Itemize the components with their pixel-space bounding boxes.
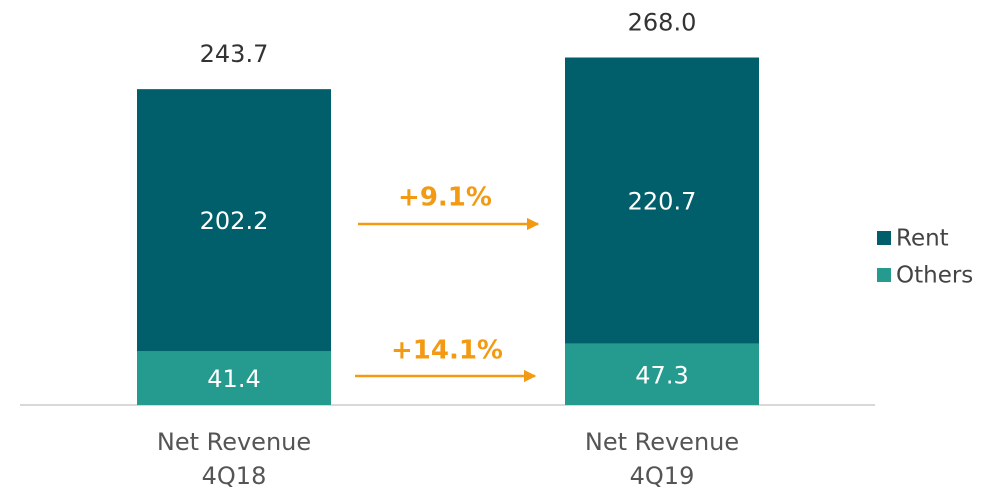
x-tick-label: Net Revenue: [585, 428, 739, 456]
total-label: 268.0: [628, 9, 697, 37]
annotation: +9.1%: [398, 183, 492, 213]
value-label: 220.7: [628, 188, 697, 216]
x-tick-label: 4Q19: [630, 462, 695, 489]
bar-segment: [137, 89, 331, 352]
annotation: +14.1%: [391, 336, 503, 366]
bar-segment: [137, 351, 331, 405]
legend-label: Others: [896, 263, 973, 289]
x-tick-label: Net Revenue: [157, 428, 311, 456]
legend-swatch: [877, 268, 891, 282]
x-tick-label: 4Q18: [202, 462, 267, 489]
bar-segment: [565, 343, 759, 405]
value-label: 41.4: [207, 365, 260, 393]
total-label: 243.7: [200, 40, 269, 68]
bar-segment: [565, 57, 759, 344]
legend-swatch: [877, 231, 891, 245]
value-label: 202.2: [200, 207, 269, 235]
value-label: 47.3: [635, 361, 688, 389]
legend-label: Rent: [896, 226, 949, 252]
